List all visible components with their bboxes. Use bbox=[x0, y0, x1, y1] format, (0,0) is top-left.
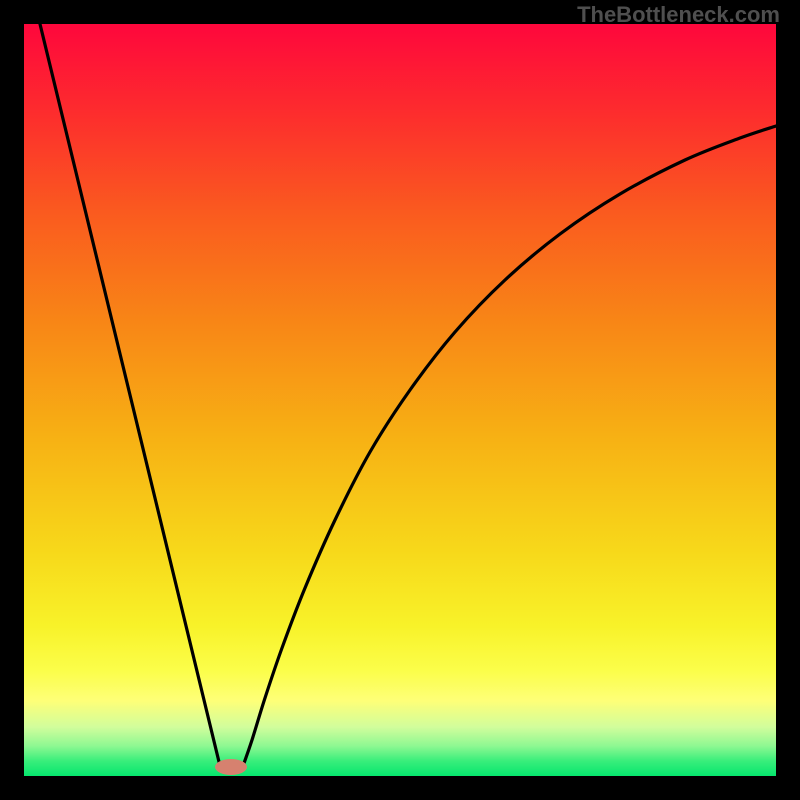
watermark-text: TheBottleneck.com bbox=[577, 2, 780, 28]
gradient-background bbox=[24, 24, 776, 776]
chart-container: TheBottleneck.com bbox=[0, 0, 800, 800]
minimum-marker bbox=[215, 759, 247, 775]
bottleneck-chart bbox=[0, 0, 800, 800]
